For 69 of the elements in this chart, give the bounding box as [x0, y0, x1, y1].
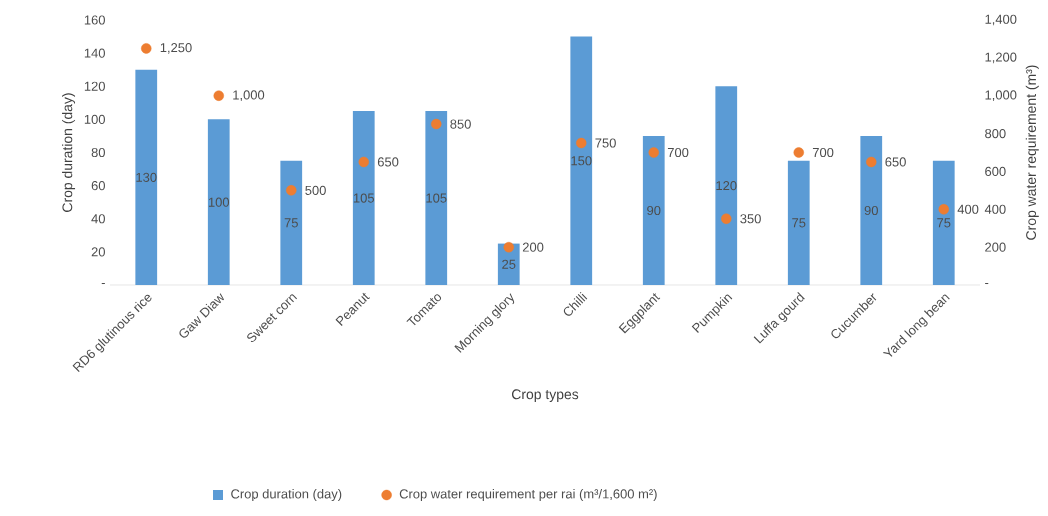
point	[286, 185, 297, 196]
y-tick-label: 40	[91, 214, 105, 224]
bar	[425, 111, 448, 285]
y-axis-title: Crop duration (day)	[62, 93, 76, 212]
data-label: 1,250	[160, 43, 192, 54]
y2-tick-label: 600	[985, 166, 1006, 177]
data-label: 850	[450, 119, 471, 129]
point	[938, 204, 949, 215]
data-label: 700	[667, 147, 689, 158]
bar	[352, 111, 375, 285]
data-label: 75	[792, 218, 806, 228]
legend-label: Crop duration (day)	[231, 488, 342, 502]
y2-tick-label: 200	[985, 242, 1006, 252]
bar	[570, 36, 593, 285]
y2-tick-label: 400	[984, 204, 1006, 214]
bar	[932, 160, 955, 285]
legend-label: Crop water requirement per rai (m³/1,600 m²)	[399, 488, 657, 502]
point	[793, 147, 804, 158]
data-label: 500	[305, 185, 326, 195]
y2-tick-label: 1,200	[985, 52, 1017, 64]
point	[503, 241, 514, 253]
bar	[860, 135, 883, 285]
y2-tick-label: 1,400	[985, 14, 1017, 26]
y-tick-label: 160	[84, 15, 105, 25]
y-tick-label: -	[101, 283, 105, 285]
data-label: 105	[353, 193, 375, 203]
data-label: 90	[864, 205, 878, 216]
data-label: 120	[716, 181, 737, 191]
point	[866, 156, 877, 168]
y2-axis-title: Crop water requirement (m³)	[1025, 65, 1039, 240]
y-tick-label: 60	[91, 181, 105, 191]
y2-tick-label: -	[985, 283, 989, 285]
point	[648, 147, 659, 158]
bar	[280, 160, 303, 285]
y2-tick-label: 800	[985, 128, 1006, 139]
y-tick-label: 80	[91, 147, 105, 158]
data-label: 700	[812, 147, 834, 158]
point	[141, 43, 152, 54]
data-label: 750	[595, 138, 616, 148]
y2-tick-label: 1,000	[985, 90, 1017, 102]
point	[358, 156, 369, 168]
data-label: 1,000	[233, 90, 265, 102]
data-label: 400	[957, 204, 979, 214]
data-label: 75	[937, 218, 951, 228]
bar	[207, 119, 230, 285]
bar	[715, 86, 738, 285]
bar	[642, 135, 665, 285]
x-axis-title: Crop types	[511, 389, 579, 402]
point	[721, 213, 732, 224]
point	[213, 90, 224, 101]
point	[576, 137, 587, 149]
point	[431, 118, 442, 130]
data-label: 200	[522, 242, 544, 252]
data-label: 130	[136, 172, 157, 182]
y-tick-label: 100	[84, 114, 105, 124]
data-label: 150	[571, 156, 592, 166]
y-tick-label: 120	[84, 81, 105, 91]
y-tick-label: 20	[91, 247, 105, 257]
data-label: 75	[284, 218, 298, 228]
data-label: 650	[885, 157, 906, 167]
data-label: 25	[502, 259, 516, 269]
y-tick-label: 140	[84, 48, 105, 58]
data-label: 100	[208, 197, 230, 207]
bar	[135, 69, 158, 285]
bar	[787, 160, 810, 285]
data-label: 90	[647, 205, 661, 216]
data-label: 650	[377, 157, 399, 167]
data-label: 350	[740, 214, 761, 224]
data-label: 105	[426, 193, 447, 203]
